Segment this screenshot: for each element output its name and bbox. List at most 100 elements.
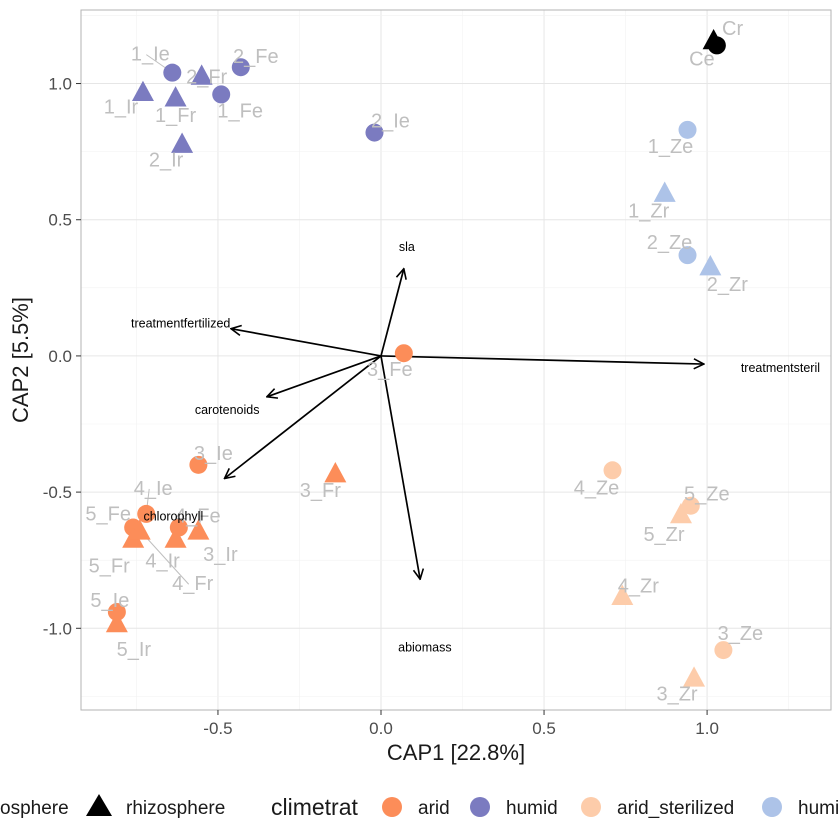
point-labels: 1_Ie 2_Fe 1_Fe 2_Ie 1_Ir 1_Fr 2_Fr 2_Ir Cr Ce 1_Ze…: [85, 18, 763, 705]
point-label-4-zr: 4_Zr: [618, 576, 659, 598]
point-4-ze: [603, 461, 622, 480]
point-label-4-ie: 4_Ie: [134, 478, 173, 500]
point-3-ze: [714, 641, 733, 660]
point-3-zr: [683, 666, 706, 687]
point-label-5-zr: 5_Zr: [643, 524, 684, 546]
point-label-1-ie: 1_Ie: [131, 44, 170, 66]
point-2-zr: [699, 255, 722, 276]
point-label-4-ze: 4_Ze: [574, 477, 620, 499]
arrow-label-carotenoids: carotenoids: [195, 403, 260, 417]
panel-border: [80, 9, 832, 711]
y-tick-label: 0.0: [48, 347, 72, 366]
y-tick-label: -1.0: [43, 619, 72, 638]
x-tick-label: 0.5: [532, 719, 556, 738]
point-2-fr: [190, 64, 213, 85]
point-label-ce: Ce: [689, 48, 715, 70]
arrow-label-chlorophyll: chlorophyll: [143, 509, 203, 523]
point-label-1-ir: 1_Ir: [104, 97, 139, 119]
grid-lines: [81, 10, 831, 710]
axes: -0.5 0.0 0.5 1.0 -1.0 -0.5 0.0 0.5 1.0: [43, 75, 719, 738]
point-label-cr: Cr: [722, 18, 743, 40]
legend-arid-sterilized-symbol: [581, 797, 601, 817]
x-tick-label: 0.0: [369, 719, 393, 738]
point-3-fr: [324, 462, 347, 483]
arrow-label-abiomass: abiomass: [398, 640, 452, 654]
point-2-ir: [171, 132, 194, 153]
point-ce: [707, 36, 726, 55]
legend-arid-label: arid: [418, 798, 450, 819]
point-1-ie: [163, 63, 182, 82]
y-tick-label: -0.5: [43, 483, 72, 502]
point-2-ie: [365, 123, 384, 142]
arrow-labels: sla treatmentfertilized treatmentsteril car…: [131, 240, 820, 655]
legend: osphere rhizosphere climetrat arid humid…: [0, 794, 839, 820]
legend-arid-symbol: [382, 797, 402, 817]
point-5-ir: [105, 611, 128, 633]
point-2-ze: [678, 246, 697, 265]
point-4-zr: [611, 584, 634, 605]
point-3-ir: [187, 519, 210, 540]
arrow-carotenoids: [267, 355, 382, 397]
biplot-arrows: [224, 269, 703, 580]
point-4-ir: [164, 527, 187, 548]
point-1-fe: [212, 85, 231, 104]
point-label-3-fr: 3_Fr: [300, 480, 341, 502]
point-label-2-zr: 2_Zr: [707, 274, 748, 296]
arrow-label-sla: sla: [399, 240, 415, 254]
point-label-1-fe: 1_Fe: [217, 100, 263, 122]
arrow-sla: [380, 269, 404, 357]
point-label-4-fe: 4_Fe: [175, 506, 221, 528]
point-3-ie: [189, 455, 208, 474]
point-label-4-fr: 4_Fr: [172, 573, 213, 595]
point-label-3-zr: 3_Zr: [656, 683, 697, 705]
point-1-fr: [164, 86, 187, 107]
point-label-5-ir: 5_Ir: [117, 639, 152, 661]
arrow-treatmentfertilized: [231, 329, 382, 357]
point-label-3-fe: 3_Fe: [367, 359, 413, 381]
point-label-3-ie: 3_Ie: [194, 443, 233, 465]
x-axis-title: CAP1 [22.8%]: [387, 740, 525, 765]
legend-triangle-symbol: [86, 794, 112, 816]
legend-humid-symbol: [470, 797, 490, 817]
point-5-zr: [670, 502, 692, 524]
point-label-5-fe: 5_Fe: [85, 504, 131, 526]
arrow-abiomass: [380, 355, 420, 579]
legend-humid-sterilized-symbol: [762, 797, 782, 817]
point-label-3-ir: 3_Ir: [203, 544, 238, 566]
point-4-ie: [137, 504, 156, 523]
point-4-fr: [128, 519, 151, 540]
arrow-chlorophyll: [224, 355, 382, 479]
point-label-1-zr: 1_Zr: [628, 200, 669, 222]
arrow-treatmentsteril: [380, 355, 704, 364]
legend-humid-sterilized-label-partial: humi: [798, 798, 839, 819]
y-tick-label: 0.5: [48, 211, 72, 230]
legend-rhizosphere-label: rhizosphere: [126, 798, 225, 819]
point-label-2-ie: 2_Ie: [371, 111, 410, 133]
legend-shape-item-partial: osphere: [0, 798, 69, 819]
point-1-zr: [653, 181, 676, 202]
point-label-3-ze: 3_Ze: [718, 623, 764, 645]
point-label-5-ze: 5_Ze: [684, 484, 730, 506]
arrow-label-treatmentsteril: treatmentsteril: [741, 361, 820, 375]
y-tick-label: 1.0: [48, 75, 72, 94]
plot-panel: [81, 10, 831, 710]
point-label-2-ze: 2_Ze: [647, 232, 693, 254]
point-5-ze: [681, 496, 700, 515]
data-points: [105, 28, 733, 687]
point-2-fe: [231, 58, 250, 77]
point-label-5-fr: 5_Fr: [89, 555, 130, 577]
legend-arid-sterilized-label: arid_sterilized: [617, 798, 734, 819]
point-label-1-ze: 1_Ze: [648, 136, 694, 158]
legend-color-title: climetrat: [271, 794, 359, 820]
x-tick-label: 1.0: [695, 719, 719, 738]
point-label-2-ir: 2_Ir: [149, 149, 184, 171]
point-label-1-fr: 1_Fr: [155, 105, 196, 127]
point-label-2-fr: 2_Fr: [186, 66, 227, 88]
legend-humid-label: humid: [506, 798, 558, 819]
x-tick-label: -0.5: [203, 719, 232, 738]
point-1-ze: [678, 120, 697, 139]
y-axis-title: CAP2 [5.5%]: [8, 297, 33, 423]
arrow-label-treatmentfertilized: treatmentfertilized: [131, 317, 230, 331]
point-label-5-ie: 5_Ie: [90, 590, 129, 612]
